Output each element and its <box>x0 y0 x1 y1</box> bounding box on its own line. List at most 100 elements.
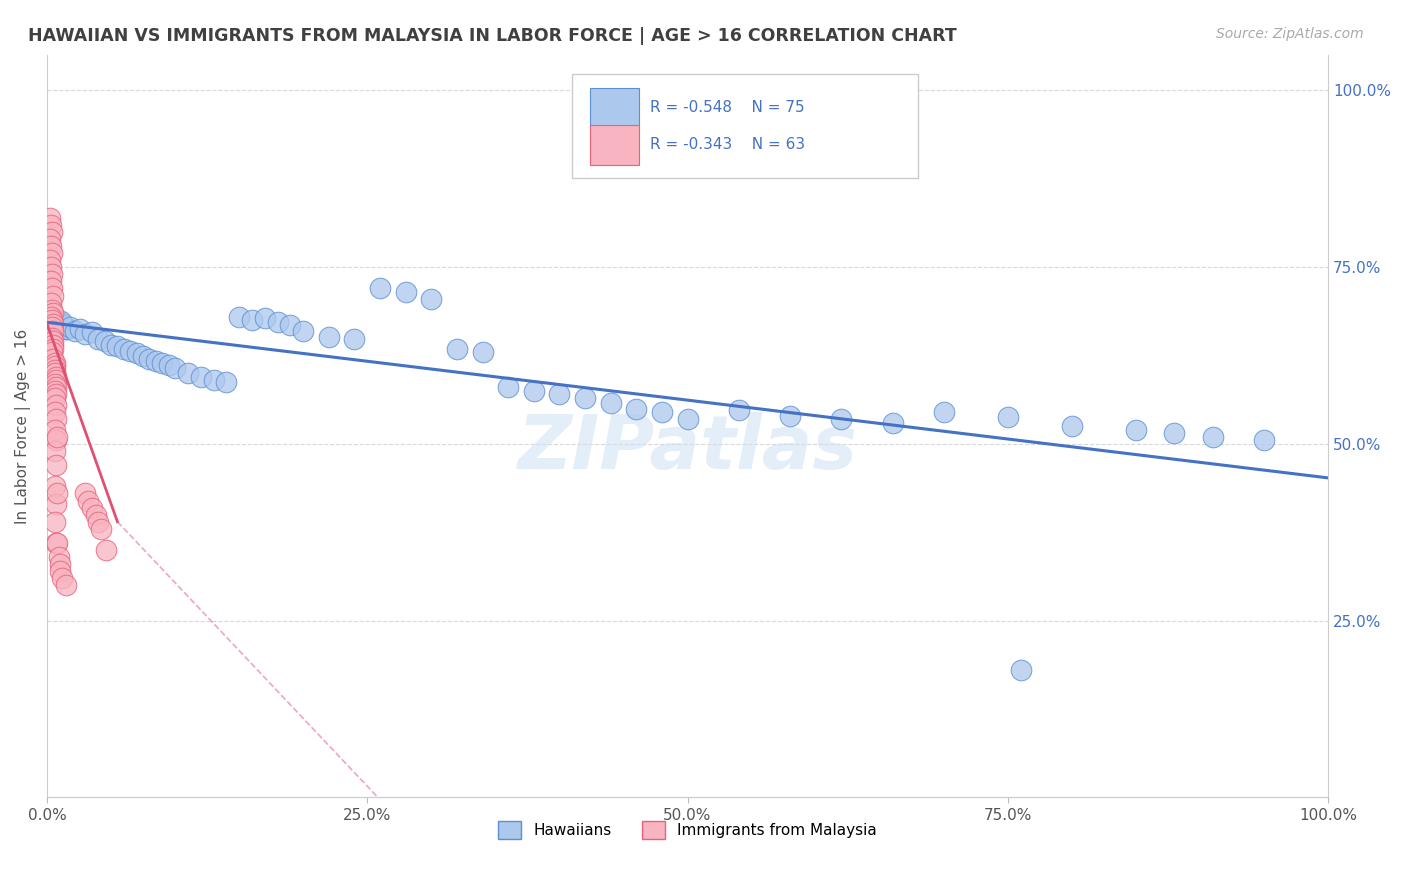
Point <box>41 345 63 359</box>
Point <box>44 313 66 327</box>
Point <box>125 346 148 360</box>
Point <box>41 320 63 334</box>
Point <box>42 288 65 302</box>
Point <box>44 515 66 529</box>
Point <box>228 310 250 324</box>
Point <box>48 550 70 565</box>
Point <box>548 387 571 401</box>
Point <box>77 493 100 508</box>
Point <box>80 325 103 339</box>
Point <box>368 281 391 295</box>
Point <box>52 321 75 335</box>
Point <box>44 356 66 370</box>
Point <box>51 318 73 333</box>
Point <box>46 430 69 444</box>
Point <box>44 384 66 398</box>
Point <box>45 434 67 448</box>
Point <box>44 363 66 377</box>
Point <box>44 376 66 391</box>
Text: R = -0.548    N = 75: R = -0.548 N = 75 <box>651 100 806 115</box>
Point <box>420 292 443 306</box>
Text: R = -0.343    N = 63: R = -0.343 N = 63 <box>651 137 806 153</box>
Point <box>626 401 648 416</box>
Point <box>44 423 66 437</box>
Point <box>49 315 72 329</box>
Point <box>727 403 749 417</box>
Point <box>157 358 180 372</box>
Point <box>51 571 73 585</box>
Point <box>120 343 142 358</box>
Point <box>190 369 212 384</box>
Point <box>41 246 63 260</box>
Point <box>1202 430 1225 444</box>
Point <box>343 332 366 346</box>
Point <box>44 444 66 458</box>
Point <box>39 218 62 232</box>
Point <box>41 281 63 295</box>
Point <box>215 375 238 389</box>
Point <box>395 285 418 299</box>
Point <box>42 324 65 338</box>
FancyBboxPatch shape <box>591 87 638 128</box>
Point <box>48 316 70 330</box>
Point <box>39 274 62 288</box>
Point <box>45 412 67 426</box>
Point <box>599 396 621 410</box>
Point <box>42 338 65 352</box>
Point <box>1253 434 1275 448</box>
Point <box>49 557 72 571</box>
Point <box>39 310 62 324</box>
Point <box>87 515 110 529</box>
Point <box>45 373 67 387</box>
Point <box>882 416 904 430</box>
Point <box>69 322 91 336</box>
Point <box>1060 419 1083 434</box>
Point <box>676 412 699 426</box>
Point <box>46 486 69 500</box>
Point <box>138 352 160 367</box>
FancyBboxPatch shape <box>591 125 638 165</box>
Point <box>84 508 107 522</box>
Point <box>38 211 60 225</box>
Point <box>44 359 66 374</box>
Point <box>292 324 315 338</box>
Point <box>39 239 62 253</box>
Point <box>42 342 65 356</box>
Point <box>49 318 72 333</box>
Point <box>145 353 167 368</box>
Point <box>45 536 67 550</box>
Point <box>1163 426 1185 441</box>
Point <box>318 329 340 343</box>
Point <box>574 391 596 405</box>
Point <box>446 342 468 356</box>
Point <box>932 405 955 419</box>
Y-axis label: In Labor Force | Age > 16: In Labor Force | Age > 16 <box>15 328 31 524</box>
Point <box>75 486 97 500</box>
Point <box>1010 663 1032 677</box>
Point <box>100 338 122 352</box>
Point <box>55 322 77 336</box>
Point <box>42 334 65 349</box>
Legend: Hawaiians, Immigrants from Malaysia: Hawaiians, Immigrants from Malaysia <box>492 814 883 846</box>
Point <box>997 410 1019 425</box>
Point <box>41 331 63 345</box>
Point <box>49 314 72 328</box>
Point <box>46 315 69 329</box>
Point <box>41 225 63 239</box>
Text: Source: ZipAtlas.com: Source: ZipAtlas.com <box>1216 27 1364 41</box>
Point <box>59 320 82 334</box>
Point <box>496 380 519 394</box>
Point <box>165 360 187 375</box>
Point <box>56 322 79 336</box>
Point <box>779 409 801 423</box>
Point <box>42 352 65 367</box>
Point <box>523 384 546 398</box>
Point <box>39 260 62 275</box>
Point <box>53 320 76 334</box>
Point <box>830 412 852 426</box>
Point <box>87 332 110 346</box>
Point <box>45 387 67 401</box>
Point <box>90 522 112 536</box>
Point <box>41 268 63 282</box>
Point <box>280 318 302 333</box>
